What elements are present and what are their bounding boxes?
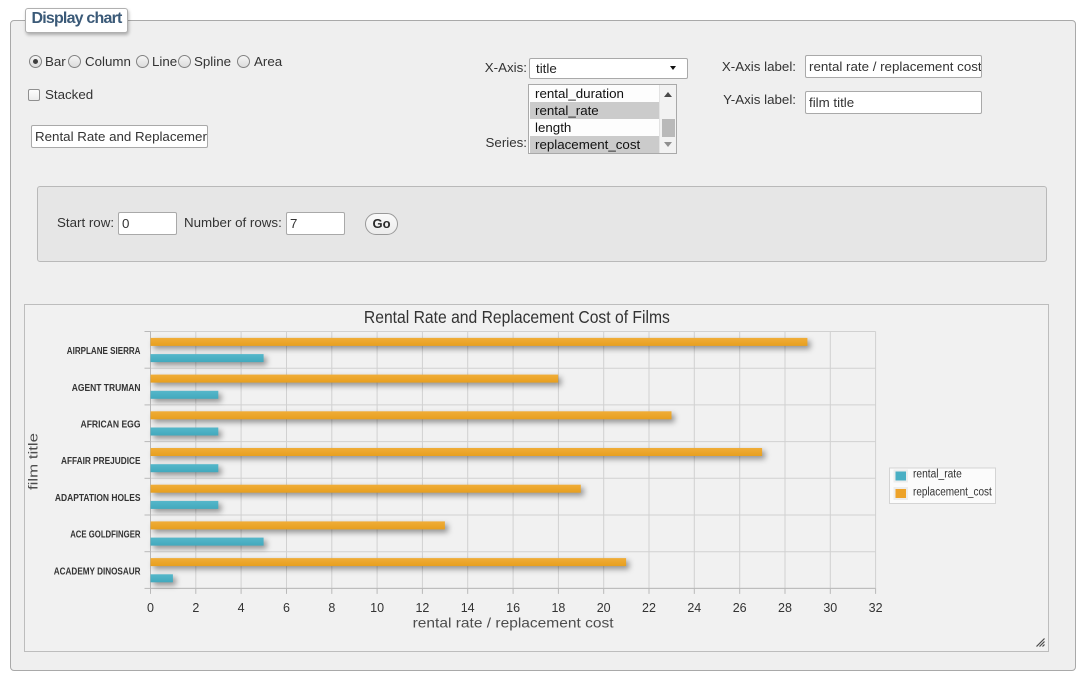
svg-text:30: 30	[823, 601, 837, 615]
svg-text:replacement_cost: replacement_cost	[913, 486, 992, 498]
svg-text:ACE GOLDFINGER: ACE GOLDFINGER	[70, 530, 141, 541]
svg-text:AFFAIR PREJUDICE: AFFAIR PREJUDICE	[61, 456, 141, 467]
svg-text:0: 0	[147, 601, 154, 615]
svg-text:28: 28	[778, 601, 792, 615]
svg-text:6: 6	[283, 601, 290, 615]
svg-text:8: 8	[328, 601, 335, 615]
svg-text:AFRICAN EGG: AFRICAN EGG	[81, 420, 141, 431]
svg-text:24: 24	[687, 601, 701, 615]
svg-text:2: 2	[192, 601, 199, 615]
svg-text:ADAPTATION HOLES: ADAPTATION HOLES	[55, 493, 141, 504]
svg-text:32: 32	[869, 601, 883, 615]
svg-text:16: 16	[506, 601, 520, 615]
svg-text:4: 4	[238, 601, 245, 615]
svg-text:Rental Rate and Replacement Co: Rental Rate and Replacement Cost of Film…	[364, 307, 670, 327]
svg-text:10: 10	[370, 601, 384, 615]
svg-text:12: 12	[415, 601, 429, 615]
svg-text:rental_rate: rental_rate	[913, 469, 962, 481]
svg-text:18: 18	[551, 601, 565, 615]
svg-text:20: 20	[597, 601, 611, 615]
svg-text:14: 14	[461, 601, 475, 615]
svg-text:ACADEMY DINOSAUR: ACADEMY DINOSAUR	[54, 566, 141, 577]
svg-text:AIRPLANE SIERRA: AIRPLANE SIERRA	[67, 346, 141, 357]
svg-text:22: 22	[642, 601, 656, 615]
svg-text:AGENT TRUMAN: AGENT TRUMAN	[72, 383, 141, 394]
svg-text:26: 26	[733, 601, 747, 615]
svg-text:film title: film title	[26, 433, 41, 490]
svg-text:rental rate / replacement cost: rental rate / replacement cost	[413, 615, 614, 631]
